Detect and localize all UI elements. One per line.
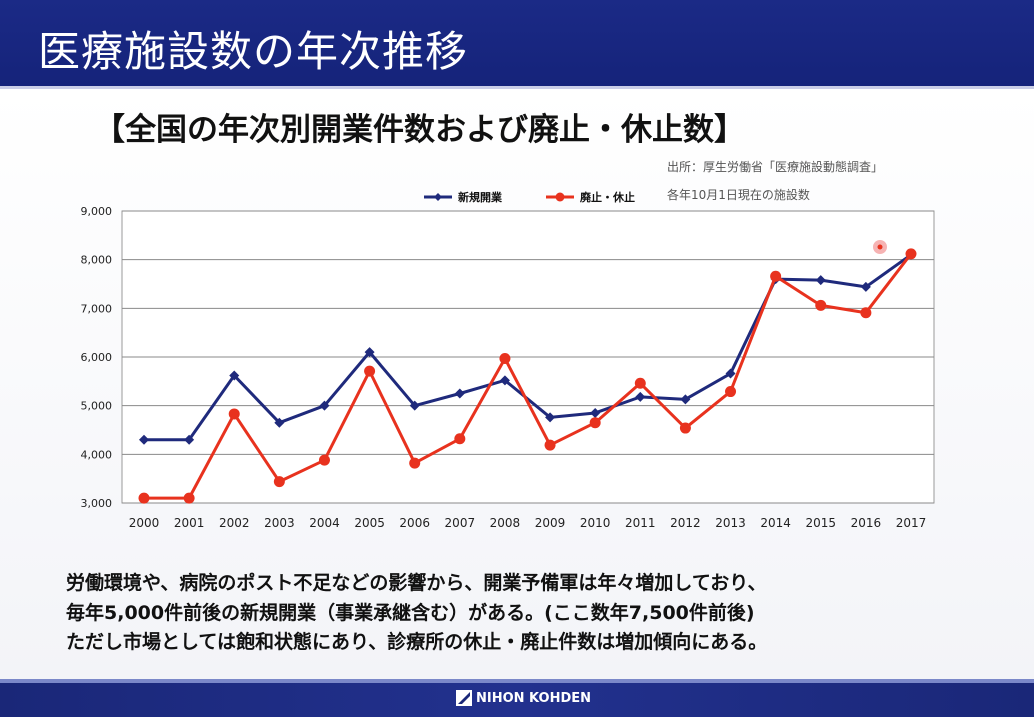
x-tick-label: 2015: [805, 516, 836, 530]
x-tick-label: 2003: [264, 516, 295, 530]
data-point: [544, 439, 556, 451]
data-point: [589, 417, 601, 429]
x-tick-label: 2006: [399, 516, 430, 530]
data-point: [545, 412, 556, 423]
y-tick-label: 9,000: [81, 205, 113, 218]
data-point: [454, 433, 466, 445]
data-point: [139, 434, 149, 445]
data-point: [274, 417, 285, 428]
source-note: 出所：厚生労働省「医療施設動態調査」: [667, 160, 884, 174]
data-point: [860, 307, 872, 319]
data-point: [815, 299, 827, 311]
source-date-note: 各年10月1日現在の施設数: [667, 188, 810, 202]
description-line-3: ただし市場としては飽和状態にあり、診療所の休止・廃止件数は増加傾向にある。: [66, 631, 768, 653]
x-tick-label: 2004: [309, 516, 340, 530]
x-tick-label: 2011: [625, 516, 656, 530]
data-point: [635, 391, 646, 402]
company-logo: NIHON KOHDEN: [456, 690, 591, 706]
x-tick-label: 2010: [580, 516, 611, 530]
description-line-1: 労働環境や、病院のポスト不足などの影響から、開業予備軍は年々増加しており、: [66, 572, 767, 594]
x-tick-label: 2001: [174, 516, 205, 530]
data-point: [318, 454, 330, 466]
chart-title: 【全国の年次別開業件数および廃止・休止数】: [94, 112, 745, 148]
data-point: [679, 422, 691, 434]
data-point: [680, 394, 691, 405]
data-point: [634, 377, 646, 389]
data-point: [138, 492, 150, 504]
legend-label: 廃止・休止: [580, 190, 635, 204]
data-point: [905, 248, 917, 260]
logo-mark-icon: [456, 690, 472, 706]
logo-text: NIHON KOHDEN: [476, 690, 592, 706]
data-point: [499, 352, 511, 364]
x-tick-label: 2000: [129, 516, 160, 530]
data-point: [725, 386, 737, 398]
data-point: [184, 434, 195, 445]
header-divider: [0, 86, 1034, 89]
data-point: [409, 457, 421, 469]
data-point: [590, 407, 601, 418]
y-tick-label: 5,000: [81, 400, 113, 413]
x-tick-label: 2012: [670, 516, 701, 530]
series-line-closures: [144, 252, 913, 500]
data-point: [409, 400, 420, 411]
description-line-2: 毎年5,000件前後の新規開業（事業承継含む）がある。(ここ数年7,500件前後…: [66, 602, 755, 624]
y-tick-label: 4,000: [81, 448, 113, 461]
data-point: [319, 400, 330, 411]
slide-footer: [0, 679, 1034, 717]
y-tick-label: 7,000: [81, 302, 113, 315]
data-point: [770, 270, 782, 282]
legend-marker: [434, 193, 442, 201]
data-point: [273, 476, 285, 488]
data-point: [860, 281, 871, 292]
x-tick-label: 2008: [490, 516, 521, 530]
data-point: [228, 408, 240, 420]
data-point: [364, 365, 376, 377]
data-point: [183, 492, 195, 504]
data-point: [454, 388, 465, 399]
x-tick-label: 2005: [354, 516, 385, 530]
x-tick-label: 2002: [219, 516, 250, 530]
y-tick-label: 6,000: [81, 351, 113, 364]
slide-header: 医療施設数の年次推移: [0, 0, 1034, 86]
pointer-dot: [877, 244, 883, 250]
x-tick-label: 2016: [851, 516, 882, 530]
data-point: [499, 375, 510, 386]
y-tick-label: 3,000: [81, 497, 113, 510]
x-tick-label: 2007: [445, 516, 476, 530]
data-point: [229, 370, 240, 381]
x-tick-label: 2014: [760, 516, 791, 530]
legend-label: 新規開業: [458, 190, 503, 204]
legend-marker: [555, 192, 565, 202]
x-tick-label: 2017: [896, 516, 927, 530]
y-tick-label: 8,000: [81, 254, 113, 267]
data-point: [725, 368, 736, 379]
x-tick-label: 2009: [535, 516, 566, 530]
x-tick-label: 2013: [715, 516, 746, 530]
slide-title: 医療施設数の年次推移: [38, 27, 469, 76]
footer-stripe: [0, 679, 1034, 683]
data-point: [364, 347, 375, 358]
data-point: [815, 275, 826, 286]
